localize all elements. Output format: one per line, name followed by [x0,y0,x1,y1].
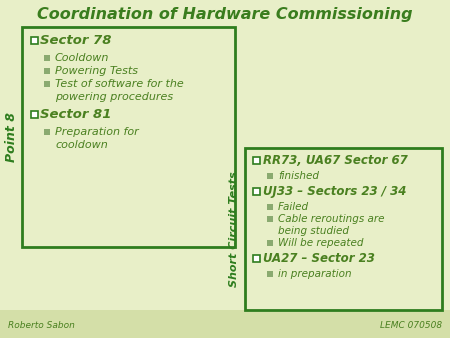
Text: Coordination of Hardware Commissioning: Coordination of Hardware Commissioning [37,6,413,22]
Bar [0,310,450,338]
Bar [267,240,273,246]
Bar [253,188,260,195]
Text: Roberto Sabon: Roberto Sabon [8,320,75,330]
Text: powering procedures: powering procedures [55,92,173,102]
Text: Powering Tests: Powering Tests [55,66,138,76]
Text: being studied: being studied [278,226,349,236]
Text: Sector 81: Sector 81 [40,108,112,121]
Text: UA27 – Sector 23: UA27 – Sector 23 [263,252,375,265]
Bar [31,37,38,44]
Bar [245,148,442,310]
Text: Failed: Failed [278,202,309,212]
Bar [31,111,38,118]
Text: Cable reroutings are: Cable reroutings are [278,214,384,224]
Text: Point 8: Point 8 [5,112,18,162]
Bar [44,68,50,74]
Text: RR73, UA67 Sector 67: RR73, UA67 Sector 67 [263,154,408,167]
Bar [44,129,50,135]
Text: in preparation: in preparation [278,269,351,279]
Text: finished: finished [278,171,319,181]
Text: Short Circuit Tests: Short Circuit Tests [229,171,239,287]
Text: Cooldown: Cooldown [55,53,109,63]
Text: UJ33 – Sectors 23 / 34: UJ33 – Sectors 23 / 34 [263,185,406,198]
Text: Will be repeated: Will be repeated [278,238,364,248]
Bar [267,216,273,222]
Text: LEMC 070508: LEMC 070508 [380,320,442,330]
Bar [22,27,235,247]
Bar [267,204,273,210]
Bar [44,55,50,61]
Bar [44,81,50,87]
Bar [253,157,260,164]
Bar [253,255,260,262]
Bar [267,271,273,277]
Text: Test of software for the: Test of software for the [55,79,184,89]
Bar [267,173,273,179]
Text: Sector 78: Sector 78 [40,34,112,47]
Text: cooldown: cooldown [55,140,108,150]
Text: Preparation for: Preparation for [55,127,139,137]
